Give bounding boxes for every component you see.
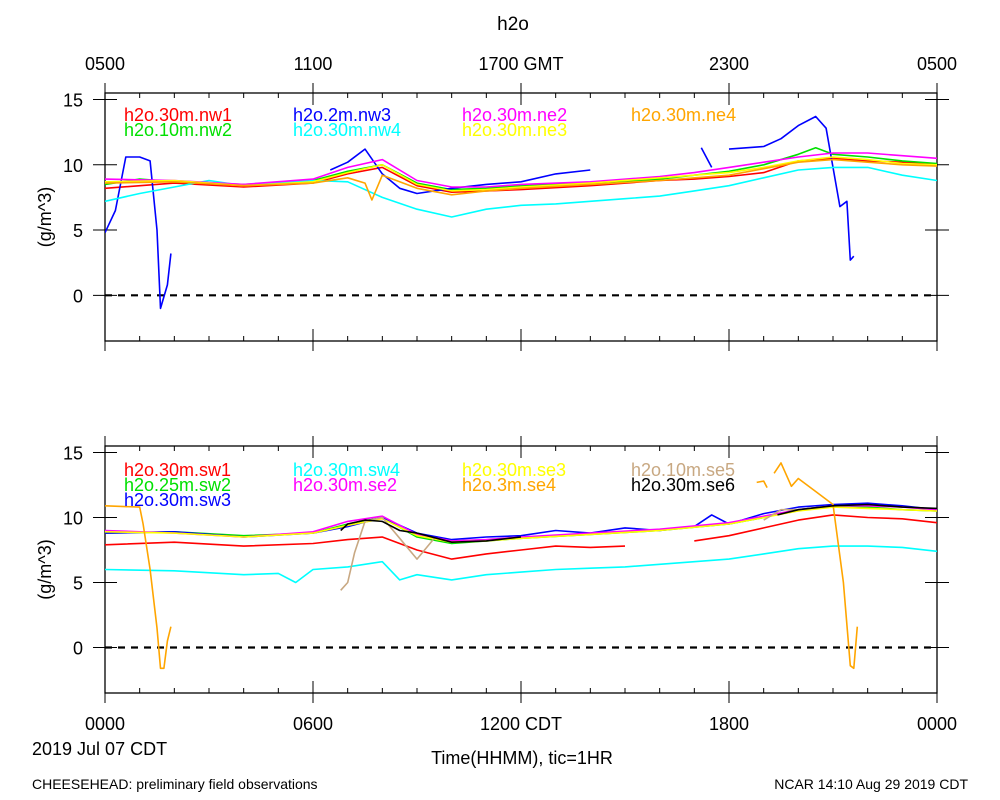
- legend-entry: h2o.30m.sw3: [124, 490, 231, 510]
- series-line-h2o-30m-ne4: [105, 158, 937, 201]
- legend-entry: h2o.30m.ne2: [462, 105, 567, 125]
- legend-entry: h2o.30m.nw1: [124, 105, 232, 125]
- y-tick-label: 10: [63, 156, 83, 176]
- y-tick-label: 5: [73, 221, 83, 241]
- series-line-h2o-3m-se4: [105, 462, 859, 670]
- legend-entry: h2o.30m.sw4: [293, 460, 400, 480]
- x-axis-label: Time(HHMM), tic=1HR: [431, 748, 613, 768]
- series-line-h2o-30m-ne2: [105, 152, 937, 188]
- legend-entry: h2o.2m.nw3: [293, 105, 391, 125]
- chart-title: h2o: [497, 14, 529, 35]
- legend-entry: h2o.30m.se2: [293, 475, 397, 495]
- series-line-h2o-30m-nw4: [105, 166, 937, 218]
- y-tick-label: 0: [73, 286, 83, 306]
- top-tick-label: 1700 GMT: [478, 54, 563, 74]
- bottom-tick-label: 0000: [917, 714, 957, 734]
- bottom-tick-label: 1200 CDT: [480, 714, 562, 734]
- y-tick-label: 0: [73, 639, 83, 659]
- series-group: [105, 115, 937, 310]
- series-line-h2o-30m-se6: [340, 503, 937, 543]
- legend-entry: h2o.30m.ne4: [631, 105, 736, 125]
- series-line-h2o-30m-sw4: [105, 545, 937, 584]
- bottom-tick-label: 0000: [85, 714, 125, 734]
- bottom-axis-labels: 0000 0600 1200 CDT 1800 0000: [85, 714, 957, 734]
- series-line-h2o-10m-se5: [340, 508, 799, 591]
- top-tick-label: 1100: [294, 54, 333, 74]
- footer-left: CHEESEHEAD: preliminary field observatio…: [32, 776, 318, 792]
- y-tick-label: 10: [63, 509, 83, 529]
- top-tick-label: 0500: [917, 54, 957, 74]
- lower-panel: 051015(g/m^3)h2o.30m.sw1h2o.25m.sw2h2o.3…: [35, 436, 949, 703]
- y-axis-label: (g/m^3): [35, 187, 55, 247]
- y-tick-label: 15: [63, 91, 83, 111]
- series-line-h2o-30m-sw1: [105, 514, 937, 560]
- legend-entry: h2o.3m.se4: [462, 475, 556, 495]
- legend-entry: h2o.30m.ne3: [462, 120, 567, 140]
- y-tick-label: 15: [63, 444, 83, 464]
- top-axis-labels: 0500 1100 1700 GMT 2300 0500: [85, 54, 957, 74]
- series-line-h2o-2m-nw3: [105, 115, 855, 310]
- top-tick-label: 2300: [709, 54, 749, 74]
- legend-entry: h2o.30m.nw4: [293, 120, 401, 140]
- footer-right: NCAR 14:10 Aug 29 2019 CDT: [774, 776, 968, 792]
- bottom-tick-label: 1800: [709, 714, 749, 734]
- top-tick-label: 0500: [85, 54, 125, 74]
- y-tick-label: 5: [73, 574, 83, 594]
- series-group: [105, 462, 937, 670]
- legend-entry: h2o.30m.se6: [631, 475, 735, 495]
- legend-entry: h2o.30m.sw1: [124, 460, 231, 480]
- legend-entry: h2o.10m.nw2: [124, 120, 232, 140]
- legend-entry: h2o.25m.sw2: [124, 475, 231, 495]
- legend-entry: h2o.10m.se5: [631, 460, 735, 480]
- series-line-h2o-30m-ne3: [105, 156, 937, 192]
- date-label: 2019 Jul 07 CDT: [32, 739, 167, 759]
- y-axis-label: (g/m^3): [35, 539, 55, 599]
- legend-entry: h2o.30m.se3: [462, 460, 566, 480]
- bottom-tick-label: 0600: [293, 714, 333, 734]
